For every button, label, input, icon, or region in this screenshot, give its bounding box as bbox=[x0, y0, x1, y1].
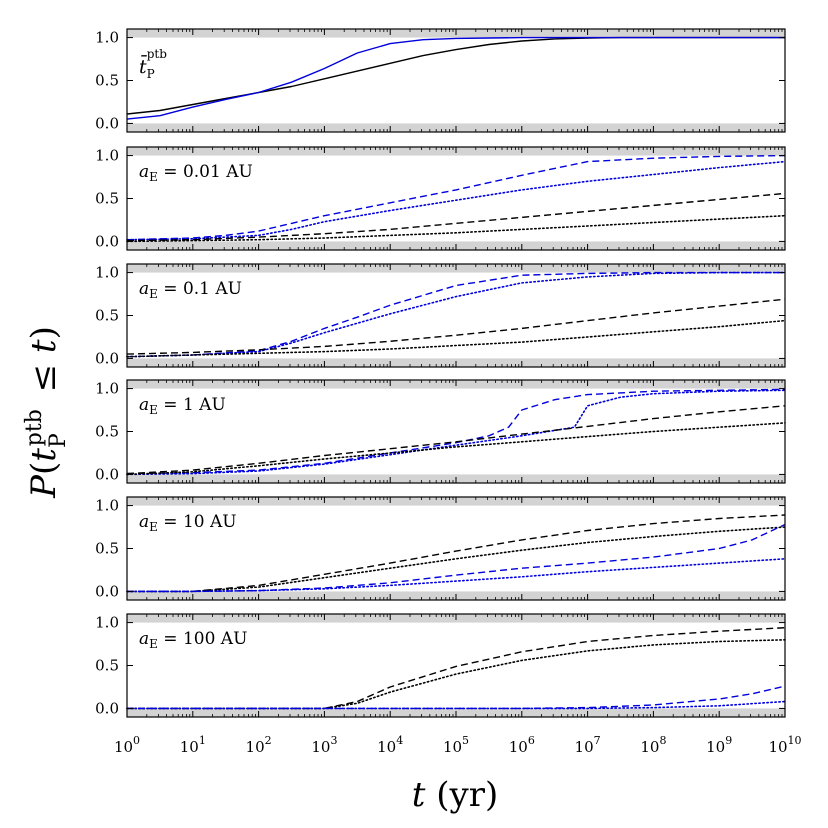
series-black-dotted bbox=[126, 422, 786, 476]
series-black-dotted bbox=[126, 214, 786, 243]
x-tick-label: 1010 bbox=[768, 734, 801, 756]
y-tick-label: 1.0 bbox=[95, 380, 119, 398]
y-tick-label: 0.5 bbox=[95, 72, 119, 90]
panel-label: aE = 100 AU bbox=[139, 629, 247, 651]
panel-4: 0.0 0.5 1.0 aE = 1 AU bbox=[95, 379, 786, 484]
x-tick-label: 104 bbox=[377, 734, 403, 756]
panel-5: 0.0 0.5 1.0 aE = 10 AU bbox=[95, 496, 786, 601]
panel-frame bbox=[126, 28, 786, 133]
series-blue-dashed bbox=[127, 685, 786, 710]
y-tick-label: 0.0 bbox=[95, 699, 119, 717]
series-blue-dashed bbox=[127, 523, 786, 593]
y-tick-label: 1.0 bbox=[95, 614, 119, 632]
series-black-dashed bbox=[127, 514, 786, 593]
y-tick-label: 0.5 bbox=[95, 423, 119, 441]
panel-label: aE = 0.01 AU bbox=[139, 162, 253, 184]
y-tick-label: 0.5 bbox=[95, 190, 119, 208]
y-tick-label: 0.0 bbox=[95, 114, 119, 132]
y-tick-label: 0.0 bbox=[95, 232, 119, 250]
panel-2: 0.0 0.5 1.0 aE = 0.01 AU bbox=[95, 146, 786, 251]
x-axis-title: t (yr) bbox=[412, 775, 498, 815]
x-tick-label: 108 bbox=[640, 734, 666, 756]
x-tick-label: 101 bbox=[180, 734, 206, 756]
panel-label: aE = 1 AU bbox=[139, 395, 226, 417]
x-tick-label: 105 bbox=[443, 734, 469, 756]
panel-3: 0.0 0.5 1.0 aE = 0.1 AU bbox=[95, 263, 786, 368]
panel-1: 0.0 0.5 1.0 t̄Pptb bbox=[95, 28, 786, 133]
series-blue-dotted bbox=[126, 557, 786, 593]
y-tick-label: 0.5 bbox=[95, 307, 119, 325]
y-tick-label: 0.0 bbox=[95, 349, 119, 367]
x-tick-label: 103 bbox=[311, 734, 337, 756]
series-black-dashed bbox=[126, 298, 786, 355]
y-tick-label: 1.0 bbox=[95, 497, 119, 515]
x-tick-label: 106 bbox=[509, 734, 535, 756]
series-blue-dashed bbox=[126, 388, 786, 475]
series-black-dotted bbox=[126, 319, 786, 358]
y-tick-label: 0.5 bbox=[95, 540, 119, 558]
series-blue-dotted bbox=[126, 389, 786, 476]
series-blue-dotted bbox=[126, 160, 786, 241]
panel-label: aE = 0.1 AU bbox=[139, 279, 242, 301]
x-tick-label: 107 bbox=[575, 734, 601, 756]
series-black-dotted bbox=[126, 638, 786, 710]
x-tick-label: 102 bbox=[246, 734, 272, 756]
panel-6: 0.0 0.5 1.0 aE = 100 AU bbox=[95, 613, 786, 718]
series-blue-dashed bbox=[126, 154, 786, 241]
x-tick-labels: 100 101 102 103 104 105 106 107 108 109 1010 bbox=[114, 734, 802, 756]
series-black-dashed bbox=[127, 627, 786, 710]
x-tick-label: 109 bbox=[706, 734, 732, 756]
y-tick-label: 1.0 bbox=[95, 147, 119, 165]
y-tick-label: 0.0 bbox=[95, 465, 119, 483]
y-tick-label: 1.0 bbox=[95, 29, 119, 47]
y-tick-label: 1.0 bbox=[95, 264, 119, 282]
series-blue-dotted bbox=[126, 700, 786, 710]
x-tick-label: 100 bbox=[114, 734, 140, 756]
panel-label: t̄Pptb bbox=[139, 47, 167, 81]
y-tick-label: 0.5 bbox=[95, 657, 119, 675]
series-black-dashed bbox=[126, 405, 786, 475]
series-black-solid bbox=[126, 36, 785, 115]
series-blue-dotted bbox=[126, 271, 786, 358]
series-blue-solid bbox=[126, 36, 785, 120]
y-tick-label: 0.0 bbox=[95, 582, 119, 600]
y-axis-title: P(tPptb ≤ t) bbox=[22, 326, 71, 499]
panel-label: aE = 10 AU bbox=[139, 512, 237, 534]
series-black-dotted bbox=[126, 526, 786, 593]
series-blue-dashed bbox=[126, 271, 785, 358]
